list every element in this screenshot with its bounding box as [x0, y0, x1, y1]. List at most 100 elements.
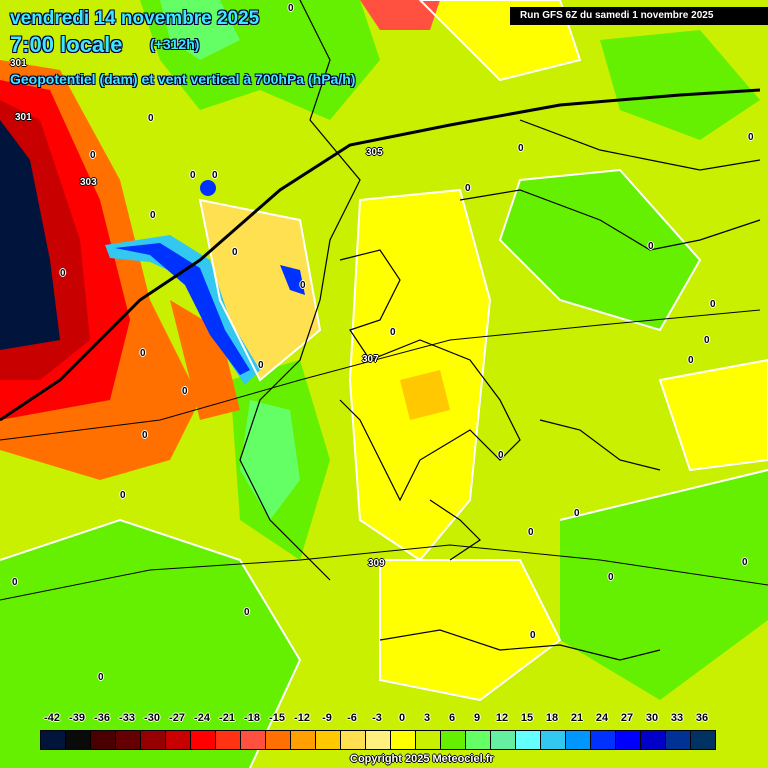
- legend-tick: -24: [194, 712, 210, 724]
- vertical-wind-label: 0: [12, 577, 18, 588]
- legend-swatch: [616, 731, 641, 749]
- vertical-wind-label: 0: [530, 630, 536, 641]
- vertical-wind-label: 0: [190, 170, 196, 181]
- legend-tick: -15: [269, 712, 285, 724]
- legend-tick: 30: [645, 712, 659, 724]
- geopotential-label: 301: [10, 58, 27, 69]
- coastlines: [239, 0, 761, 661]
- legend-swatch: [441, 731, 466, 749]
- positive-areas: [105, 180, 305, 385]
- legend-tick: -18: [244, 712, 260, 724]
- vertical-wind-label: 0: [688, 355, 694, 366]
- forecast-time: 7:00 locale: [10, 32, 123, 57]
- legend-swatch: [66, 731, 91, 749]
- legend-tick: 3: [423, 712, 431, 724]
- geopotential-label: 309: [368, 558, 385, 569]
- legend-tick: -36: [94, 712, 110, 724]
- vertical-wind-label: 0: [300, 280, 306, 291]
- legend-swatch: [641, 731, 666, 749]
- vertical-wind-label: 0: [390, 327, 396, 338]
- legend-tick: -9: [322, 712, 332, 724]
- legend-tick: -6: [347, 712, 357, 724]
- legend-swatch: [491, 731, 516, 749]
- legend-swatch: [291, 731, 316, 749]
- vertical-wind-label: 0: [704, 335, 710, 346]
- vertical-wind-label: 0: [648, 241, 654, 252]
- geopotential-label: 307: [362, 354, 379, 365]
- legend-tick: 24: [595, 712, 609, 724]
- legend-tick: -12: [294, 712, 310, 724]
- copyright: Copyright 2025 Meteociel.fr: [350, 753, 494, 765]
- run-banner: Run GFS 6Z du samedi 1 novembre 2025: [510, 7, 768, 25]
- legend-swatch: [691, 731, 715, 749]
- vertical-wind-label: 0: [212, 170, 218, 181]
- legend-tick: 18: [545, 712, 559, 724]
- legend-swatch: [591, 731, 616, 749]
- legend-tick: 12: [495, 712, 509, 724]
- legend-swatch: [391, 731, 416, 749]
- legend-swatch: [366, 731, 391, 749]
- vertical-wind-label: 0: [120, 490, 126, 501]
- vertical-wind-label: 0: [608, 572, 614, 583]
- legend-tick: 15: [520, 712, 534, 724]
- legend-tick: 9: [473, 712, 481, 724]
- vertical-wind-label: 0: [574, 508, 580, 519]
- legend-tick: -3: [372, 712, 382, 724]
- legend-swatch: [541, 731, 566, 749]
- legend-tick: 27: [620, 712, 634, 724]
- vertical-wind-label: 0: [465, 183, 471, 194]
- legend-swatch: [416, 731, 441, 749]
- legend-swatch: [666, 731, 691, 749]
- legend-swatch: [466, 731, 491, 749]
- legend-swatch: [216, 731, 241, 749]
- vertical-wind-label: 0: [232, 247, 238, 258]
- legend-swatch: [316, 731, 341, 749]
- variable-title: Geopotentiel (dam) et vent vertical à 70…: [10, 71, 356, 87]
- legend-tick: -39: [69, 712, 85, 724]
- legend-swatch: [141, 731, 166, 749]
- vertical-wind-label: 0: [140, 348, 146, 359]
- legend-swatch: [341, 731, 366, 749]
- vertical-wind-label: 0: [90, 150, 96, 161]
- geopotential-lines-thin: [0, 309, 768, 601]
- legend-swatch: [41, 731, 66, 749]
- geopotential-label: 305: [366, 147, 383, 158]
- vertical-wind-label: 0: [148, 113, 154, 124]
- yellow-areas: [200, 0, 768, 700]
- legend-tick: 21: [570, 712, 584, 724]
- vertical-wind-label: 0: [142, 430, 148, 441]
- legend-tick: 0: [398, 712, 406, 724]
- vertical-wind-label: 0: [98, 672, 104, 683]
- vertical-wind-label: 0: [258, 360, 264, 371]
- vertical-wind-label: 0: [742, 557, 748, 568]
- legend-tick: -42: [44, 712, 60, 724]
- vertical-wind-label: 0: [710, 299, 716, 310]
- legend-tick: 36: [695, 712, 709, 724]
- vertical-wind-label: 0: [748, 132, 754, 143]
- forecast-date: vendredi 14 novembre 2025: [10, 8, 260, 29]
- legend-swatch: [516, 731, 541, 749]
- legend-swatch: [266, 731, 291, 749]
- legend-tick: 33: [670, 712, 684, 724]
- legend-tick: -33: [119, 712, 135, 724]
- legend-swatch: [166, 731, 191, 749]
- forecast-lead: (+312h): [150, 36, 200, 52]
- vertical-wind-label: 0: [498, 450, 504, 461]
- legend-swatch: [566, 731, 591, 749]
- vertical-wind-label: 0: [244, 607, 250, 618]
- vertical-wind-label: 0: [150, 210, 156, 221]
- legend-tick: -27: [169, 712, 185, 724]
- legend-swatch: [191, 731, 216, 749]
- legend-swatch: [91, 731, 116, 749]
- geopotential-label: 301: [15, 112, 32, 123]
- legend-tick: 6: [448, 712, 456, 724]
- vertical-wind-label: 0: [288, 3, 294, 14]
- legend-swatch: [241, 731, 266, 749]
- color-legend: [40, 730, 716, 750]
- geopotential-lines: [0, 88, 761, 422]
- vertical-wind-label: 0: [60, 268, 66, 279]
- vertical-wind-label: 0: [528, 527, 534, 538]
